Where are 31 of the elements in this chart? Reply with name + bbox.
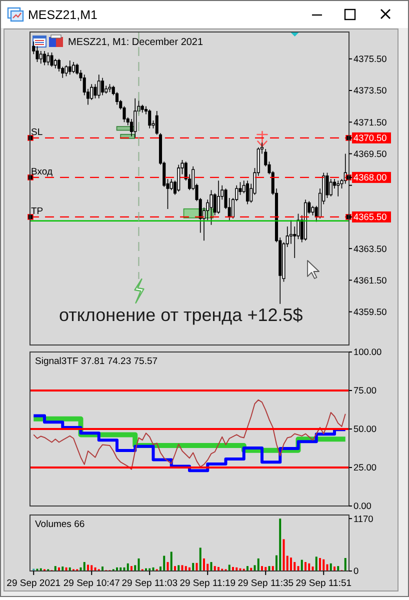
chart-title: MESZ21,M1: [28, 8, 98, 22]
y-tick-label: 4375.50: [354, 54, 387, 64]
x-tick-label: 29 Sep 2021: [6, 578, 61, 589]
ref-line-label: Вход: [31, 166, 53, 178]
ref-line-label: SL: [31, 126, 43, 138]
ref-line-label: TP: [31, 206, 44, 217]
y-tick-label: 4361.50: [354, 275, 387, 286]
x-tick-label: 29 Sep 10:47: [63, 578, 120, 589]
x-tick-label: 29 Sep 11:35: [238, 578, 294, 589]
y-tick-label: 100.00: [354, 347, 382, 358]
y-tick-label: 0.00: [354, 501, 372, 512]
text: MESZ21, M1: December 2021: [68, 37, 204, 48]
annotation: отклонение от тренда +12.5$: [59, 305, 303, 325]
y-tick-label: 4359.50: [354, 307, 387, 318]
y-tick-label: 1170: [354, 514, 374, 524]
y-tick-label: 4373.50: [354, 86, 387, 96]
y-tick-label: 0: [354, 566, 359, 576]
y-tick-label: 4369.50: [354, 148, 387, 159]
x-tick-label: 29 Sep 11:03: [122, 578, 178, 589]
y-tick-label: 4370.50: [354, 133, 387, 144]
y-tick-label: 75.00: [354, 386, 376, 396]
x-tick-label: 29 Sep 11:51: [296, 578, 352, 589]
y-tick-label: 4363.50: [354, 244, 387, 254]
y-tick-label: 50.00: [354, 424, 376, 434]
y-tick-label: 4368.00: [354, 172, 387, 183]
chart-title: Signal3TF 37.81 74.23 75.57: [35, 356, 158, 367]
y-tick-label: 25.00: [354, 462, 376, 473]
x-tick-label: 29 Sep 11:19: [180, 578, 236, 589]
y-tick-label: 4365.50: [354, 212, 387, 222]
y-tick-label: 4371.50: [354, 117, 387, 128]
chart-title: Volumes 66: [35, 519, 85, 530]
